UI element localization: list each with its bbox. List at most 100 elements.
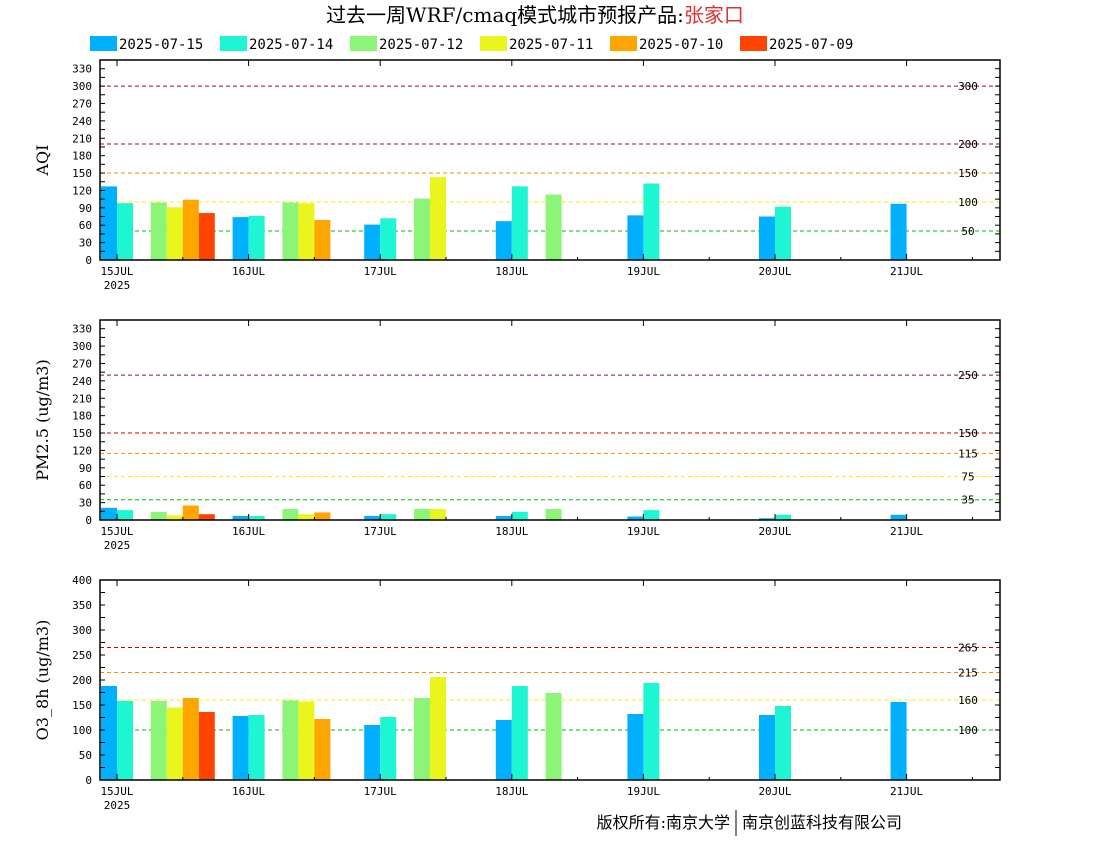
y-tick-label: 60 xyxy=(79,479,92,492)
data-bar xyxy=(101,507,117,520)
data-bar xyxy=(643,510,660,520)
data-bar xyxy=(545,693,562,780)
x-tick-label: 20JUL xyxy=(758,265,791,278)
data-bar xyxy=(314,719,331,780)
data-bar xyxy=(380,514,397,520)
data-bar xyxy=(298,701,315,780)
data-bar xyxy=(101,686,117,780)
data-bar xyxy=(627,516,644,520)
data-bar xyxy=(495,221,512,260)
threshold-label: 100 xyxy=(958,196,978,209)
x-year-label: 2025 xyxy=(104,799,131,812)
y-tick-label: 90 xyxy=(79,202,92,215)
x-tick-label: 18JUL xyxy=(495,265,528,278)
data-bar xyxy=(380,717,397,780)
data-bar xyxy=(298,514,315,520)
y-tick-label: 120 xyxy=(72,184,92,197)
data-bar xyxy=(198,213,215,260)
x-tick-label: 17JUL xyxy=(364,265,397,278)
data-bar xyxy=(643,183,660,260)
legend-label: 2025-07-11 xyxy=(509,37,593,53)
data-bar xyxy=(430,677,446,780)
y-tick-label: 30 xyxy=(79,497,92,510)
x-year-label: 2025 xyxy=(104,539,131,552)
data-bar xyxy=(414,698,430,780)
data-bar xyxy=(282,202,299,260)
data-bar xyxy=(890,514,907,520)
data-bar xyxy=(414,508,430,520)
data-bar xyxy=(198,514,215,520)
x-tick-label: 17JUL xyxy=(364,785,397,798)
data-bar xyxy=(166,707,183,780)
data-bar xyxy=(627,714,644,780)
data-bar xyxy=(248,515,265,520)
legend: 2025-07-15 2025-07-14 2025-07-12 2025-07-11… xyxy=(90,36,853,53)
x-tick-label: 21JUL xyxy=(890,785,923,798)
chart-panel: 300 200 150 100 50 0 30 60 90 120 150 180 210 240 270 3… xyxy=(33,59,1001,292)
x-tick-label: 15JUL xyxy=(100,785,133,798)
y-tick-label: 0 xyxy=(85,254,92,267)
legend-label: 2025-07-12 xyxy=(379,37,463,53)
data-bar xyxy=(232,515,249,520)
x-tick-label: 18JUL xyxy=(495,785,528,798)
y-tick-label: 90 xyxy=(79,462,92,475)
y-tick-label: 300 xyxy=(72,340,92,353)
y-tick-label: 180 xyxy=(72,410,92,423)
y-tick-label: 0 xyxy=(85,514,92,527)
y-tick-label: 240 xyxy=(72,375,92,388)
x-tick-label: 15JUL xyxy=(100,265,133,278)
y-tick-label: 350 xyxy=(72,599,92,612)
y-axis-label: AQI xyxy=(33,145,52,177)
data-bar xyxy=(150,701,167,780)
y-tick-label: 30 xyxy=(79,237,92,250)
data-bar xyxy=(414,198,430,260)
data-bar xyxy=(314,512,331,520)
data-bar xyxy=(282,508,299,520)
plot-frame xyxy=(99,59,1001,261)
y-tick-label: 150 xyxy=(72,167,92,180)
chart-panels: 3002001501005003060901201501802102402703… xyxy=(33,59,1001,812)
legend-swatch xyxy=(90,36,117,51)
legend-swatch xyxy=(740,36,767,51)
data-bar xyxy=(495,720,512,780)
y-tick-label: 330 xyxy=(72,323,92,336)
y-tick-label: 270 xyxy=(72,97,92,110)
data-bar xyxy=(248,215,265,260)
legend-swatch xyxy=(350,36,377,51)
threshold-label: 150 xyxy=(958,167,978,180)
data-bar xyxy=(182,505,199,520)
data-bar xyxy=(166,207,183,260)
threshold-label: 100 xyxy=(958,724,978,737)
threshold-label: 250 xyxy=(958,369,978,382)
chart-title-city: 张家口 xyxy=(684,3,744,27)
x-tick-label: 16JUL xyxy=(232,785,265,798)
threshold-label: 160 xyxy=(958,694,978,707)
legend-swatch xyxy=(220,36,247,51)
data-bar xyxy=(117,203,133,260)
y-tick-label: 150 xyxy=(72,427,92,440)
data-bar xyxy=(890,702,907,780)
y-tick-label: 60 xyxy=(79,219,92,232)
legend-label: 2025-07-09 xyxy=(769,37,853,53)
x-year-label: 2025 xyxy=(104,279,131,292)
data-bar xyxy=(380,218,397,260)
legend-label: 2025-07-15 xyxy=(119,37,203,53)
data-bar xyxy=(430,508,446,520)
data-bar xyxy=(117,701,133,780)
y-tick-label: 400 xyxy=(72,574,92,587)
threshold-label: 300 xyxy=(958,80,978,93)
data-bar xyxy=(364,725,381,780)
y-axis-label: PM2.5 (ug/m3) xyxy=(33,359,52,480)
threshold-label: 35 xyxy=(961,494,974,507)
footer-copyright-left: 版权所有:南京大学 xyxy=(597,813,730,832)
data-bar xyxy=(282,700,299,780)
x-tick-label: 19JUL xyxy=(627,785,660,798)
data-bar xyxy=(150,202,167,260)
y-tick-label: 200 xyxy=(72,674,92,687)
data-bar xyxy=(298,203,315,260)
threshold-label: 150 xyxy=(958,427,978,440)
threshold-label: 200 xyxy=(958,138,978,151)
y-tick-label: 240 xyxy=(72,115,92,128)
data-bar xyxy=(314,220,331,260)
